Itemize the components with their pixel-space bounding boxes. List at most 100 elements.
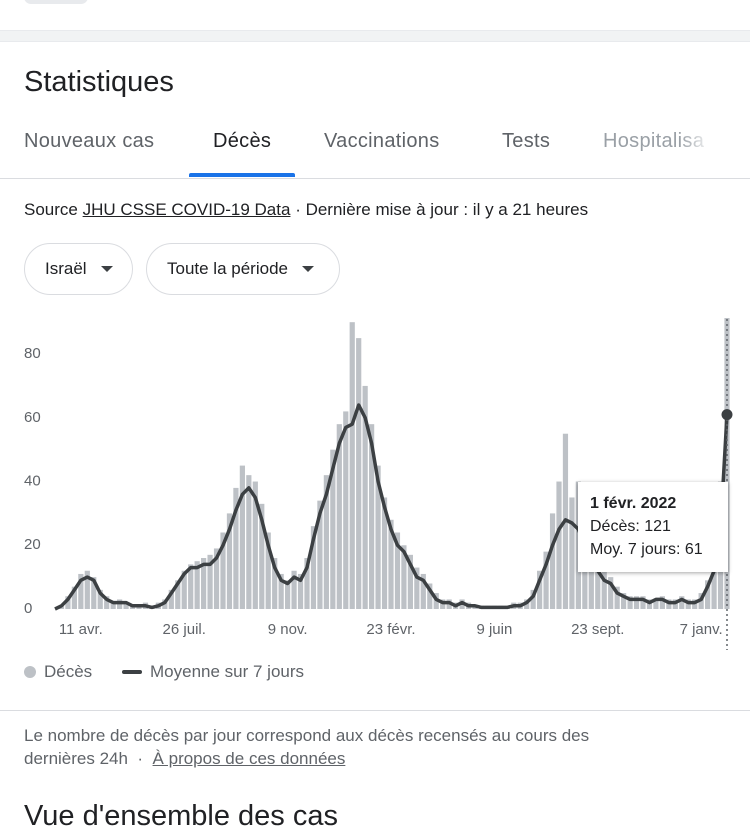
bar [188, 564, 194, 609]
tab[interactable]: Décès [213, 130, 272, 152]
bar [323, 475, 329, 609]
bar [388, 519, 394, 609]
bar [349, 322, 355, 609]
bar [91, 577, 97, 609]
hover-dot [721, 409, 733, 421]
bar [414, 567, 420, 609]
bar [317, 500, 323, 609]
bar [530, 589, 536, 609]
bar [420, 573, 426, 609]
bar [653, 599, 659, 609]
bar [537, 570, 543, 609]
bar [175, 580, 181, 609]
bar [272, 558, 278, 609]
bar [724, 318, 730, 609]
bar [201, 558, 207, 609]
divider [0, 710, 750, 711]
source-link[interactable]: JHU CSSE COVID-19 Data [82, 200, 291, 219]
bar [123, 602, 129, 609]
filter-label: Israël [45, 259, 87, 278]
bar [633, 596, 640, 609]
bar [291, 570, 297, 609]
caret [100, 266, 113, 272]
chip [24, 0, 88, 4]
bar [588, 545, 594, 609]
bar [705, 580, 711, 609]
bar [614, 586, 620, 609]
bar [304, 558, 310, 609]
filter-label: Toute la période [167, 259, 288, 278]
bar [343, 411, 349, 609]
bar [104, 596, 110, 609]
tab[interactable]: Vaccinations [324, 130, 440, 152]
bar [381, 497, 388, 609]
legend-swatch [122, 670, 142, 674]
bar [246, 475, 252, 609]
x-tick-label: 11 avr. [59, 621, 103, 638]
tab[interactable]: Hospitalisa [603, 130, 705, 152]
bar [65, 596, 71, 609]
chart: 0 20 40 60 80 11 avr. 26 juil. 9 nov. 23 févr. 9 … [24, 318, 733, 650]
bar [297, 573, 304, 609]
tab[interactable]: Nouveaux cas [24, 130, 155, 152]
bar [84, 570, 90, 609]
bar [71, 586, 77, 609]
source-line: Source JHU CSSE COVID-19 Data · Dernière… [24, 200, 588, 220]
x-tick-label: 23 sept. [571, 621, 624, 638]
bar [207, 554, 213, 609]
bar [711, 561, 717, 609]
y-tick-label: 80 [24, 345, 41, 362]
footnote-link[interactable]: À propos de ces données [152, 749, 346, 768]
x-tick-label: 9 nov. [268, 621, 308, 638]
bar [330, 449, 336, 609]
bar [621, 593, 627, 609]
tab-bar: Nouveaux cas Décès Vaccinations Tests Hospit… [0, 126, 750, 179]
bar [659, 596, 665, 609]
bar [394, 532, 401, 609]
bar [97, 589, 103, 609]
bar [679, 596, 685, 609]
bar [252, 481, 258, 609]
bar [336, 424, 342, 609]
tooltip-line: Décès: 121 [590, 518, 671, 535]
caret [301, 266, 314, 272]
x-tick-label: 26 juil. [163, 621, 206, 638]
source-updated: · Dernière mise à jour : il y a 21 heure… [295, 200, 589, 219]
bar [194, 561, 200, 609]
average-line [54, 403, 729, 611]
bar [226, 513, 233, 609]
period-filter[interactable]: Toute la période [146, 243, 340, 295]
bar [168, 589, 174, 609]
bar [608, 577, 614, 609]
next-section-title: Vue d'ensemble des cas [24, 800, 338, 832]
bar [110, 602, 116, 609]
bar [595, 564, 601, 609]
bar [407, 554, 413, 609]
y-tick-label: 60 [24, 409, 41, 426]
bar [427, 583, 433, 609]
bar [543, 551, 549, 609]
bar [401, 545, 407, 609]
legend-item: Décès [24, 662, 92, 682]
bar [213, 548, 220, 609]
section-divider [0, 30, 750, 42]
bar [259, 503, 265, 609]
bar [601, 570, 607, 609]
y-tick-label: 20 [24, 536, 41, 553]
legend-label: Moyenne sur 7 jours [150, 662, 305, 681]
bar [362, 385, 368, 609]
tab[interactable]: Tests [502, 130, 551, 152]
bar [265, 532, 271, 609]
region-filter[interactable]: Israël [24, 243, 133, 295]
bar [356, 338, 362, 609]
y-tick-label: 0 [24, 600, 32, 617]
active-tab-indicator [189, 173, 295, 177]
section-title: Statistiques [24, 66, 174, 98]
bar [310, 526, 317, 609]
bar [549, 513, 556, 609]
footnote-separator: · [137, 749, 144, 768]
source-prefix: Source [24, 200, 78, 219]
bar [181, 570, 187, 609]
y-tick-label: 40 [24, 472, 41, 489]
